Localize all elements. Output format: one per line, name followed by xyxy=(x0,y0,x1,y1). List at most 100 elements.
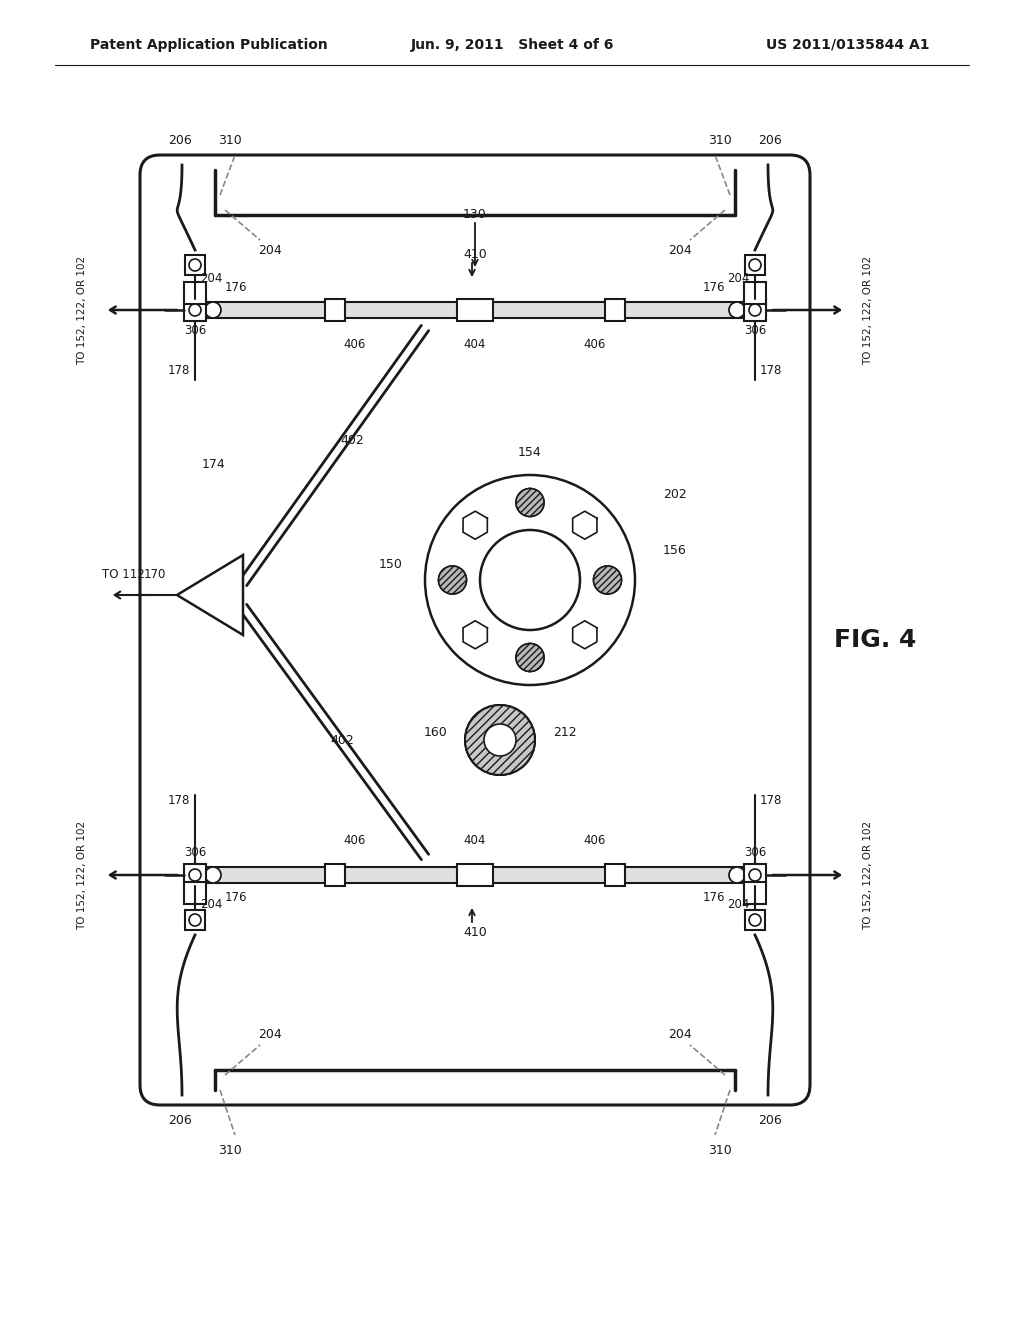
Text: 410: 410 xyxy=(463,248,486,261)
Text: 204: 204 xyxy=(258,243,282,256)
Text: 176: 176 xyxy=(225,891,248,904)
Bar xyxy=(184,865,206,886)
Polygon shape xyxy=(463,511,487,539)
Text: 404: 404 xyxy=(464,833,486,846)
Bar xyxy=(744,865,766,886)
Polygon shape xyxy=(463,620,487,649)
Text: TO 152, 122, OR 102: TO 152, 122, OR 102 xyxy=(863,821,873,929)
Circle shape xyxy=(484,723,516,756)
Circle shape xyxy=(189,259,201,271)
Text: 204: 204 xyxy=(728,899,750,912)
Text: 404: 404 xyxy=(464,338,486,351)
Text: 206: 206 xyxy=(758,133,782,147)
Circle shape xyxy=(480,531,580,630)
Text: Patent Application Publication: Patent Application Publication xyxy=(90,38,328,51)
Text: 202: 202 xyxy=(663,488,687,502)
Text: 206: 206 xyxy=(168,133,191,147)
Text: 310: 310 xyxy=(709,1143,732,1156)
Text: 406: 406 xyxy=(344,833,367,846)
Text: 212: 212 xyxy=(553,726,577,738)
Circle shape xyxy=(516,488,544,516)
Circle shape xyxy=(749,259,761,271)
Circle shape xyxy=(749,913,761,927)
Bar xyxy=(457,865,493,886)
Text: 204: 204 xyxy=(668,243,692,256)
Text: 178: 178 xyxy=(760,363,782,376)
Text: 406: 406 xyxy=(584,338,606,351)
Text: 310: 310 xyxy=(218,1143,242,1156)
Circle shape xyxy=(465,705,535,775)
Text: 176: 176 xyxy=(702,891,725,904)
Text: 402: 402 xyxy=(340,433,364,446)
Polygon shape xyxy=(572,620,597,649)
Text: 174: 174 xyxy=(202,458,225,471)
Circle shape xyxy=(205,302,221,318)
Text: 176: 176 xyxy=(702,281,725,294)
Text: 156: 156 xyxy=(663,544,687,557)
Text: Jun. 9, 2011   Sheet 4 of 6: Jun. 9, 2011 Sheet 4 of 6 xyxy=(411,38,613,51)
Circle shape xyxy=(749,869,761,880)
Circle shape xyxy=(189,304,201,315)
Text: 130: 130 xyxy=(463,209,486,222)
Text: 178: 178 xyxy=(168,363,190,376)
Text: 406: 406 xyxy=(344,338,367,351)
Circle shape xyxy=(189,913,201,927)
Text: FIG. 4: FIG. 4 xyxy=(834,628,916,652)
Text: 170: 170 xyxy=(143,569,166,582)
Bar xyxy=(185,909,205,931)
Bar xyxy=(205,867,745,883)
Text: 306: 306 xyxy=(743,846,766,859)
Bar xyxy=(457,300,493,321)
Text: 178: 178 xyxy=(760,793,782,807)
Bar xyxy=(605,300,625,321)
Circle shape xyxy=(205,867,221,883)
Polygon shape xyxy=(177,554,243,635)
Text: 402: 402 xyxy=(330,734,353,747)
Text: TO 152, 122, OR 102: TO 152, 122, OR 102 xyxy=(77,821,87,929)
Circle shape xyxy=(189,869,201,880)
Text: TO 112: TO 112 xyxy=(101,569,144,582)
Bar xyxy=(205,302,745,318)
Text: 206: 206 xyxy=(168,1114,191,1126)
Bar xyxy=(605,865,625,886)
Text: 206: 206 xyxy=(758,1114,782,1126)
Text: 204: 204 xyxy=(728,272,750,285)
Text: TO 152, 122, OR 102: TO 152, 122, OR 102 xyxy=(77,256,87,364)
Bar xyxy=(325,300,345,321)
Circle shape xyxy=(729,302,745,318)
Text: TO 152, 122, OR 102: TO 152, 122, OR 102 xyxy=(863,256,873,364)
Bar xyxy=(744,300,766,321)
Text: 176: 176 xyxy=(225,281,248,294)
Bar xyxy=(185,255,205,275)
Bar xyxy=(744,281,766,304)
Polygon shape xyxy=(572,511,597,539)
Circle shape xyxy=(749,304,761,315)
Bar xyxy=(744,882,766,903)
Bar xyxy=(184,882,206,903)
Text: 204: 204 xyxy=(258,1028,282,1041)
Text: 306: 306 xyxy=(184,846,206,859)
Bar xyxy=(745,909,765,931)
Text: 406: 406 xyxy=(584,833,606,846)
Text: 310: 310 xyxy=(709,133,732,147)
Text: US 2011/0135844 A1: US 2011/0135844 A1 xyxy=(767,38,930,51)
Text: 204: 204 xyxy=(668,1028,692,1041)
Text: 204: 204 xyxy=(200,272,222,285)
Text: 178: 178 xyxy=(168,793,190,807)
Circle shape xyxy=(516,644,544,672)
Text: 150: 150 xyxy=(379,558,403,572)
Bar xyxy=(184,300,206,321)
Circle shape xyxy=(594,566,622,594)
Text: 306: 306 xyxy=(184,323,206,337)
Circle shape xyxy=(438,566,467,594)
Text: 306: 306 xyxy=(743,323,766,337)
Text: 160: 160 xyxy=(423,726,447,738)
Bar xyxy=(184,281,206,304)
Text: 410: 410 xyxy=(463,925,486,939)
Bar xyxy=(745,255,765,275)
Text: 204: 204 xyxy=(200,899,222,912)
Circle shape xyxy=(729,867,745,883)
FancyBboxPatch shape xyxy=(140,154,810,1105)
Text: 154: 154 xyxy=(518,446,542,459)
Circle shape xyxy=(425,475,635,685)
